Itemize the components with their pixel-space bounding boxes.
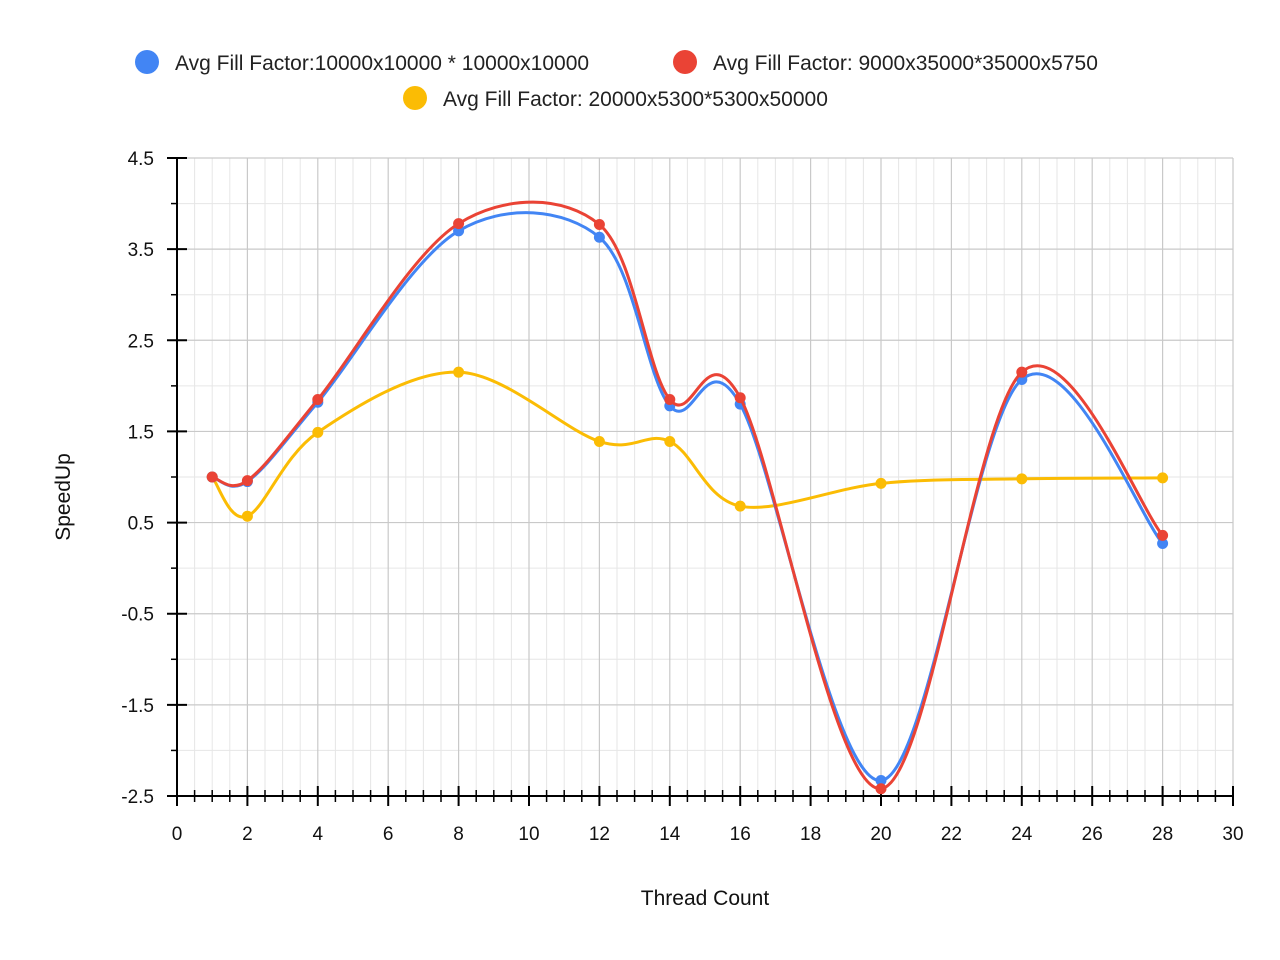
y-tick-label: -2.5	[121, 787, 154, 808]
legend-marker	[135, 50, 159, 74]
x-tick-label: 4	[313, 824, 324, 845]
data-point	[206, 471, 218, 483]
gridlines	[176, 157, 1234, 797]
data-point	[1157, 538, 1169, 550]
series-lines	[206, 200, 1169, 795]
data-point	[875, 783, 887, 795]
data-point	[1016, 366, 1028, 378]
data-point	[593, 219, 605, 231]
x-tick-label: 24	[1011, 824, 1033, 845]
x-tick-label: 10	[518, 824, 539, 845]
data-point	[593, 435, 605, 447]
data-point	[312, 394, 324, 406]
y-tick-label: 4.5	[128, 149, 154, 170]
data-point	[734, 500, 746, 512]
series-line	[210, 200, 1165, 791]
data-point	[734, 392, 746, 404]
y-tick-label: 3.5	[128, 240, 154, 261]
x-tick-label: 6	[383, 824, 394, 845]
x-tick-label: 28	[1152, 824, 1173, 845]
x-tick-label: 22	[941, 824, 962, 845]
data-point	[1016, 473, 1028, 485]
x-tick-label: 0	[172, 824, 183, 845]
legend: Avg Fill Factor:10000x10000 * 10000x1000…	[135, 50, 1098, 111]
data-point	[312, 426, 324, 438]
data-point	[241, 510, 253, 522]
x-tick-label: 8	[453, 824, 464, 845]
y-tick-label: -0.5	[121, 605, 154, 626]
x-tick-label: 30	[1222, 824, 1243, 845]
x-axis-title: Thread Count	[641, 887, 770, 910]
x-tick-label: 12	[589, 824, 610, 845]
y-tick-label: 2.5	[128, 331, 154, 352]
data-point	[453, 366, 465, 378]
data-point	[875, 477, 887, 489]
x-tick-label: 16	[730, 824, 751, 845]
data-point	[453, 218, 465, 230]
legend-item-1: Avg Fill Factor:10000x10000 * 10000x1000…	[135, 50, 589, 75]
x-tick-label: 20	[870, 824, 891, 845]
data-point	[241, 475, 253, 487]
legend-item-2: Avg Fill Factor: 9000x35000*35000x5750	[673, 50, 1098, 75]
y-tick-label: -1.5	[121, 696, 154, 717]
y-tick-label: 1.5	[128, 422, 154, 443]
data-point	[1157, 529, 1169, 541]
series-line	[210, 370, 1165, 519]
data-point	[593, 231, 605, 243]
legend-label: Avg Fill Factor: 20000x5300*5300x50000	[443, 88, 828, 111]
data-point	[1157, 472, 1169, 484]
y-tick-label: 0.5	[128, 514, 154, 535]
x-tick-label: 26	[1082, 824, 1103, 845]
data-point	[875, 775, 887, 787]
x-tick-label: 14	[659, 824, 681, 845]
data-point	[664, 394, 676, 406]
series-3	[206, 366, 1169, 522]
y-axis-title: SpeedUp	[52, 453, 75, 541]
legend-label: Avg Fill Factor: 9000x35000*35000x5750	[713, 52, 1098, 75]
legend-marker	[673, 50, 697, 74]
legend-label: Avg Fill Factor:10000x10000 * 10000x1000…	[175, 52, 589, 75]
legend-item-3: Avg Fill Factor: 20000x5300*5300x50000	[403, 86, 828, 111]
x-tick-label: 2	[242, 824, 253, 845]
series-2	[206, 200, 1169, 795]
x-tick-label: 18	[800, 824, 821, 845]
data-point	[664, 435, 676, 447]
legend-marker	[403, 86, 427, 110]
axes: 0 2 4 6 8 10 12 14 16 18 20 22 24 26 28 304.53.52.51.50…	[121, 149, 1243, 845]
